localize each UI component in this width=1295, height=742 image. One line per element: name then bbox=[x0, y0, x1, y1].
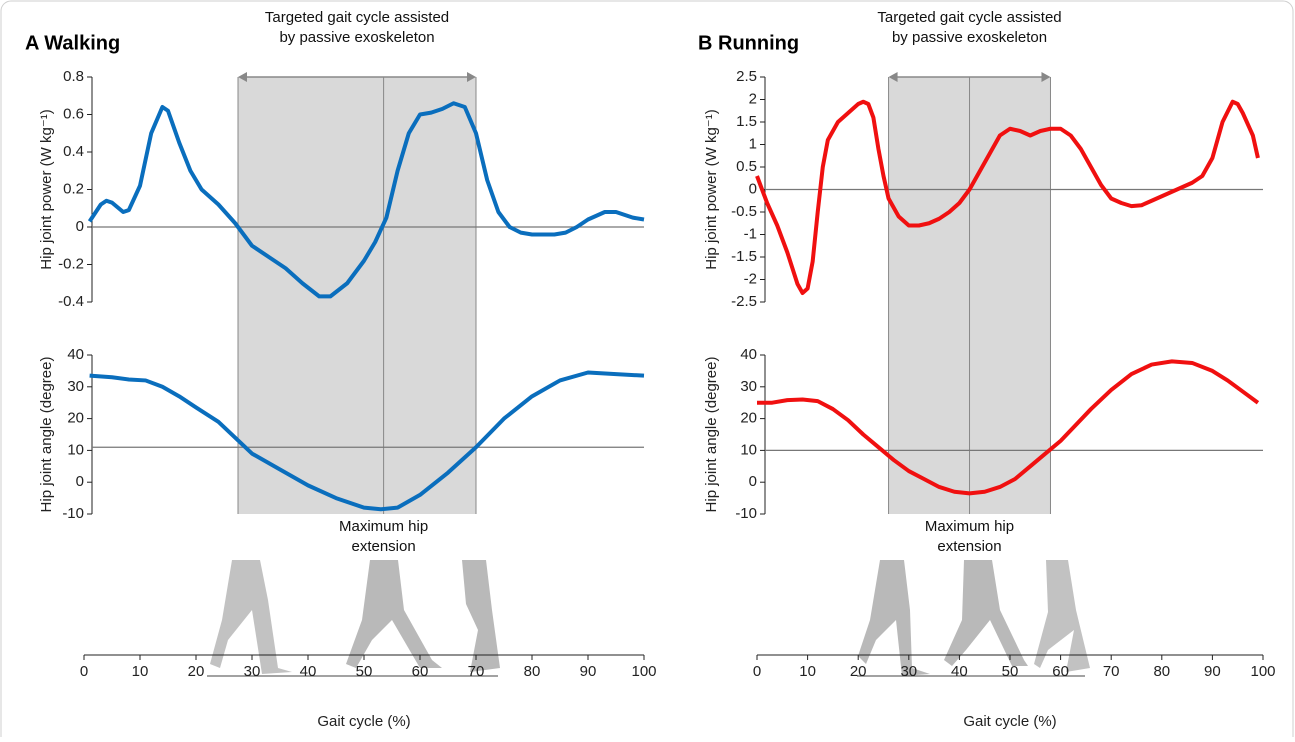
y-tick-label: -1.5 bbox=[731, 248, 757, 265]
y-tick-label: 0.4 bbox=[63, 143, 84, 160]
shaded-region bbox=[238, 77, 476, 514]
x-tick-label: 70 bbox=[1103, 663, 1120, 680]
y-tick-label: 0.6 bbox=[63, 105, 84, 122]
panel-title: B Running bbox=[698, 32, 799, 54]
y-tick-label: 1.5 bbox=[736, 113, 757, 130]
y-tick-label: 10 bbox=[740, 441, 757, 458]
x-tick-label: 10 bbox=[132, 663, 149, 680]
x-tick-label: 30 bbox=[900, 663, 917, 680]
x-tick-label: 90 bbox=[1204, 663, 1221, 680]
x-tick-label: 70 bbox=[468, 663, 485, 680]
x-tick-label: 20 bbox=[850, 663, 867, 680]
x-tick-label: 60 bbox=[1052, 663, 1069, 680]
annotation: by passive exoskeleton bbox=[279, 29, 434, 46]
annotation: Maximum hip bbox=[339, 518, 428, 535]
x-tick-label: 50 bbox=[356, 663, 373, 680]
x-tick-label: 10 bbox=[799, 663, 816, 680]
y-tick-label: -0.2 bbox=[58, 255, 84, 272]
annotation: Targeted gait cycle assisted bbox=[265, 9, 449, 26]
y-tick-label: 0 bbox=[749, 180, 757, 197]
y-tick-label: 0 bbox=[76, 218, 84, 235]
x-tick-label: 100 bbox=[631, 663, 656, 680]
y-axis-label: Hip joint power (W kg⁻¹) bbox=[703, 109, 720, 269]
y-tick-label: 2.5 bbox=[736, 68, 757, 85]
panel-title: A Walking bbox=[25, 32, 120, 54]
y-tick-label: -2 bbox=[744, 270, 757, 287]
y-axis-label: Hip joint angle (degree) bbox=[703, 357, 720, 513]
x-tick-label: 90 bbox=[580, 663, 597, 680]
y-tick-label: -0.4 bbox=[58, 293, 84, 310]
annotation: by passive exoskeleton bbox=[892, 29, 1047, 46]
x-axis-label: Gait cycle (%) bbox=[963, 713, 1056, 730]
x-tick-label: 40 bbox=[300, 663, 317, 680]
y-tick-label: -10 bbox=[735, 505, 757, 522]
y-tick-label: -1 bbox=[744, 225, 757, 242]
y-axis-label: Hip joint angle (degree) bbox=[38, 357, 55, 513]
y-tick-label: 2 bbox=[749, 90, 757, 107]
y-tick-label: 30 bbox=[740, 378, 757, 395]
y-tick-label: -2.5 bbox=[731, 293, 757, 310]
y-tick-label: 20 bbox=[67, 410, 84, 427]
x-tick-label: 40 bbox=[951, 663, 968, 680]
x-tick-label: 0 bbox=[80, 663, 88, 680]
x-tick-label: 80 bbox=[524, 663, 541, 680]
y-tick-label: 0.8 bbox=[63, 68, 84, 85]
annotation: extension bbox=[937, 538, 1001, 555]
x-tick-label: 20 bbox=[188, 663, 205, 680]
x-tick-label: 0 bbox=[753, 663, 761, 680]
annotation: Maximum hip bbox=[925, 518, 1014, 535]
y-tick-label: 40 bbox=[67, 346, 84, 363]
annotation: extension bbox=[351, 538, 415, 555]
frame bbox=[1, 1, 1293, 737]
y-tick-label: -0.5 bbox=[731, 203, 757, 220]
x-tick-label: 30 bbox=[244, 663, 261, 680]
y-tick-label: 20 bbox=[740, 410, 757, 427]
walker-silhouettes bbox=[210, 560, 1090, 676]
x-tick-label: 60 bbox=[412, 663, 429, 680]
y-tick-label: 0 bbox=[76, 473, 84, 490]
annotation: Targeted gait cycle assisted bbox=[877, 9, 1061, 26]
y-tick-label: 30 bbox=[67, 378, 84, 395]
y-tick-label: 1 bbox=[749, 135, 757, 152]
y-tick-label: 10 bbox=[67, 441, 84, 458]
y-tick-label: 40 bbox=[740, 346, 757, 363]
figure: 0.8 0.6 0.4 0.2 0 -0.2 -0.4 Hip joint power (W … bbox=[0, 0, 1295, 737]
x-tick-label: 80 bbox=[1153, 663, 1170, 680]
y-tick-label: 0.5 bbox=[736, 158, 757, 175]
x-tick-label: 50 bbox=[1002, 663, 1019, 680]
y-tick-label: 0.2 bbox=[63, 180, 84, 197]
x-tick-label: 100 bbox=[1250, 663, 1275, 680]
x-axis-label: Gait cycle (%) bbox=[317, 713, 410, 730]
y-tick-label: -10 bbox=[62, 505, 84, 522]
y-tick-label: 0 bbox=[749, 473, 757, 490]
y-axis-label: Hip joint power (W kg⁻¹) bbox=[38, 109, 55, 269]
